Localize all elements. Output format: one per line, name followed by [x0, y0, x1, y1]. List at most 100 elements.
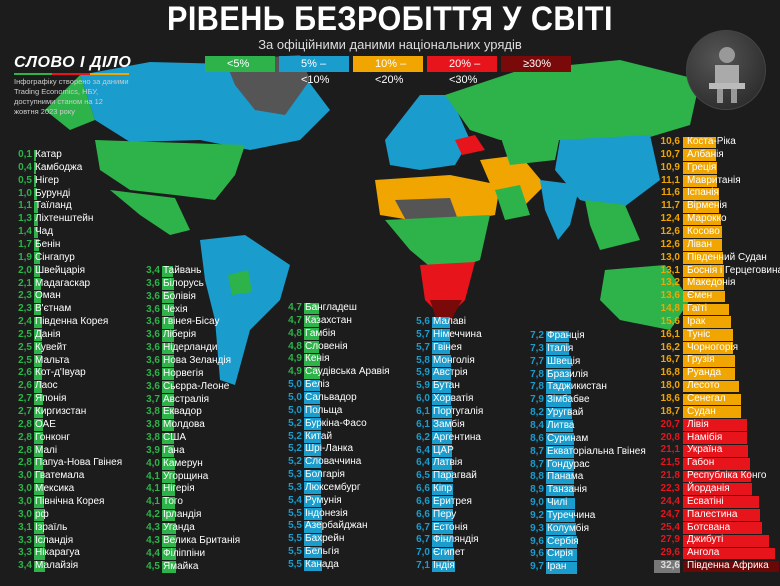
country-name: Китай [305, 430, 333, 442]
country-name: Малі [35, 444, 58, 456]
country-name: Австралія [163, 393, 210, 405]
unemployment-value: 5,5 [288, 533, 302, 545]
value-bar [683, 303, 729, 316]
unemployment-value: 12,4 [660, 213, 680, 225]
value-bar [162, 509, 176, 522]
unemployment-value: 6,2 [416, 431, 430, 443]
country-name: Мавританія [687, 174, 741, 186]
value-bar [683, 406, 741, 419]
unemployment-value: 6,4 [416, 457, 430, 469]
value-bar [34, 213, 39, 226]
legend-item: 10% – <20% [353, 56, 423, 86]
value-bar [683, 496, 759, 509]
country-name: Нікарагуа [35, 547, 80, 559]
value-bar [432, 496, 454, 509]
country-name: ОАЕ [35, 418, 56, 430]
unemployment-value: 18,0 [660, 380, 680, 392]
value-bar [683, 534, 770, 547]
value-bar [162, 471, 176, 483]
unemployment-value: 5,0 [288, 391, 302, 403]
country-name: Чорногорія [687, 341, 739, 353]
country-name: Марокко [687, 213, 727, 225]
value-bar [683, 560, 779, 573]
country-name: Фінляндія [433, 534, 479, 546]
unemployment-value: 12,6 [660, 225, 680, 237]
country-name: Таджикистан [547, 381, 607, 393]
unemployment-value: 15,6 [660, 315, 680, 327]
country-name: Сирія [547, 548, 574, 560]
value-bar [546, 381, 571, 394]
value-bar [683, 342, 734, 354]
unemployment-value: 21,8 [660, 470, 680, 482]
value-bar [546, 369, 571, 381]
legend-item: 20% – <30% [427, 56, 497, 86]
country-name: Іспанія [687, 187, 719, 199]
country-name: Беліз [305, 379, 330, 391]
value-bar [304, 482, 321, 495]
unemployment-value: 20,7 [660, 418, 680, 430]
unemployment-value: 2,6 [18, 367, 32, 379]
value-bar [683, 252, 724, 264]
country-name: Уганда [163, 522, 195, 533]
unemployment-value: 7,9 [530, 394, 544, 406]
page-title: РІВЕНЬ БЕЗРОБІТТЯ У СВІТІ [166, 0, 614, 38]
unemployment-value: 5,2 [288, 417, 302, 429]
unemployment-value: 2,7 [18, 406, 32, 417]
country-name: Норвегія [163, 367, 204, 379]
country-name: Казахстан [305, 314, 352, 326]
unemployment-value: 10,7 [660, 148, 680, 160]
unemployment-value: 32,6 [654, 560, 680, 573]
value-bar [34, 342, 42, 355]
country-name: Гвінея-Бісау [163, 316, 220, 328]
value-bar [432, 380, 451, 393]
unemployment-value: 2,5 [18, 328, 32, 340]
country-name: Сенегал [687, 393, 726, 404]
unemployment-value: 2,8 [18, 418, 32, 430]
country-name: Румунія [305, 494, 342, 506]
value-bar [432, 483, 454, 496]
unemployment-value: 4,3 [146, 534, 160, 546]
unemployment-value: 2,5 [18, 354, 32, 366]
country-name: Папуа-Нова Гвінея [35, 457, 123, 469]
unemployment-value: 4,3 [146, 522, 160, 533]
value-bar [34, 329, 42, 342]
unemployment-value: 2,8 [18, 431, 32, 443]
country-name: Коста-Ріка [687, 136, 736, 147]
unemployment-value: 3,6 [146, 380, 160, 392]
country-name: Малайзія [35, 560, 79, 572]
value-bar [304, 443, 321, 456]
unemployment-value: 18,7 [660, 405, 680, 417]
value-bar [304, 533, 322, 546]
value-bar [304, 366, 320, 379]
value-bar [683, 444, 749, 457]
country-name: Ліхтенштейн [35, 213, 94, 225]
country-name: Судан [687, 405, 716, 417]
unemployment-value: 5,7 [416, 328, 430, 340]
value-bar [546, 394, 572, 407]
unemployment-value: 9,6 [530, 535, 544, 547]
unemployment-value: 9,3 [530, 522, 544, 534]
unemployment-value: 1,9 [18, 251, 32, 263]
country-name: Буркіна-Фасо [305, 417, 367, 429]
unemployment-value: 2,3 [18, 290, 32, 302]
value-bar [34, 509, 44, 522]
country-name: Ліван [687, 238, 713, 250]
value-bar [432, 329, 451, 342]
unemployment-value: 5,2 [288, 456, 302, 468]
unemployment-value: 4,1 [146, 470, 160, 482]
country-name: Словенія [305, 340, 348, 352]
map-south-america [200, 235, 290, 385]
value-bar [683, 419, 748, 431]
value-bar [432, 419, 452, 432]
value-bar [432, 534, 454, 547]
value-bar [432, 509, 454, 522]
value-bar [683, 457, 750, 470]
value-bar [546, 420, 573, 433]
country-name: Таїланд [35, 200, 72, 212]
unemployment-value: 1,4 [18, 226, 32, 238]
value-bar [304, 546, 322, 559]
unemployment-value: 11,7 [661, 200, 680, 212]
country-name: Ізраїль [35, 521, 68, 533]
legend-item: <5% [205, 56, 275, 72]
unemployment-value: 9,0 [530, 497, 544, 509]
